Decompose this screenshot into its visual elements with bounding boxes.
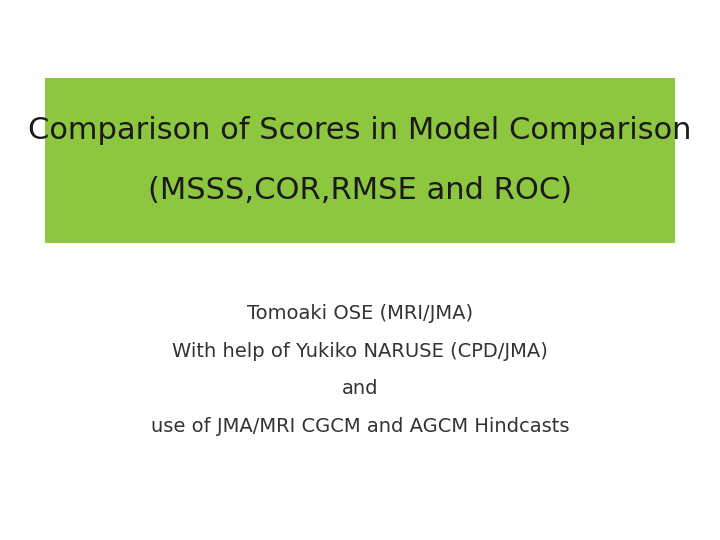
Text: With help of Yukiko NARUSE (CPD/JMA): With help of Yukiko NARUSE (CPD/JMA): [172, 342, 548, 361]
Text: and: and: [342, 380, 378, 399]
FancyBboxPatch shape: [45, 78, 675, 243]
Text: Comparison of Scores in Model Comparison: Comparison of Scores in Model Comparison: [28, 116, 692, 145]
Text: Tomoaki OSE (MRI/JMA): Tomoaki OSE (MRI/JMA): [247, 304, 473, 323]
Text: (MSSS,COR,RMSE and ROC): (MSSS,COR,RMSE and ROC): [148, 176, 572, 205]
Text: use of JMA/MRI CGCM and AGCM Hindcasts: use of JMA/MRI CGCM and AGCM Hindcasts: [150, 417, 570, 436]
